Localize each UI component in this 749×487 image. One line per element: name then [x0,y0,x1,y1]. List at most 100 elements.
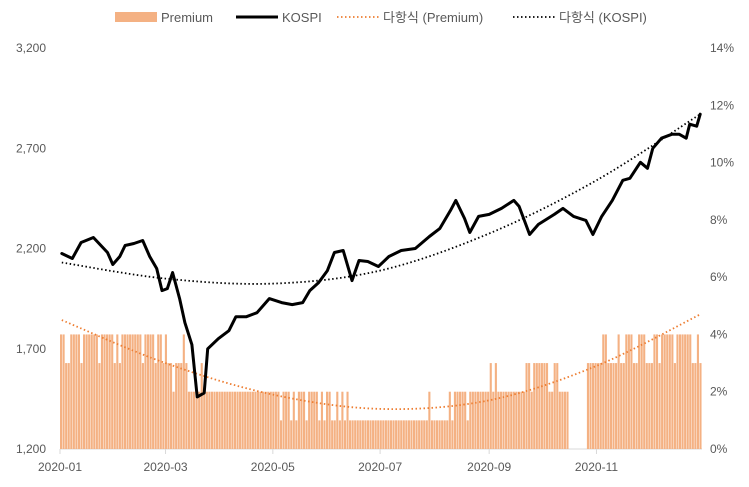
premium-bar [487,391,490,449]
premium-bar [412,420,416,449]
right-axis-tick: 2% [710,385,728,399]
premium-bar [699,363,702,449]
premium-bar [397,420,400,449]
premium-bar [308,391,311,449]
x-axis-tick: 2020-05 [251,460,295,474]
premium-bar [525,363,528,449]
premium-bar [272,391,275,449]
legend-swatch-premium [115,12,157,22]
premium-bar [553,363,556,449]
premium-bar [88,334,91,449]
premium-bar [561,391,564,449]
premium-bar [653,334,656,449]
premium-bar [382,420,385,449]
legend: Premium KOSPI 다항식 (Premium) 다항식 (KOSPI) [115,10,647,25]
premium-bar [556,363,559,449]
legend-label-kospi: KOSPI [282,10,322,25]
premium-bar [300,391,303,449]
premium-bar [505,391,508,449]
premium-bar [451,420,454,449]
premium-bar [320,391,323,449]
premium-bar [489,363,492,449]
premium-bar [216,391,219,449]
premium-bar [182,334,185,449]
x-axis-tick: 2020-11 [575,460,618,474]
premium-bar [336,391,339,449]
premium-bar [484,391,487,449]
premium-bar [180,363,183,449]
premium-bar [103,334,106,449]
premium-bar [684,334,687,449]
premium-bar [65,363,68,449]
premium-bar [448,391,451,449]
premium-bar [77,334,80,449]
premium-bar [305,420,308,449]
premium-bar [249,391,252,449]
premium-bar [400,420,403,449]
x-axis-tick: 2020-09 [467,460,511,474]
premium-bar [492,391,495,449]
premium-bar [341,391,344,449]
premium-bar [599,363,602,449]
premium-bar [223,391,226,449]
premium-bar [118,363,121,449]
premium-bar [159,334,162,449]
premium-bar [123,334,127,449]
premium-bar [208,391,211,449]
left-axis-tick: 2,200 [16,242,46,256]
premium-bar [185,363,188,449]
premium-bar [226,391,229,449]
premium-bar [193,391,196,449]
premium-bar [694,363,697,449]
premium-bar [551,391,554,449]
premium-bar [435,420,439,449]
legend-label-poly_premium: 다항식 (Premium) [383,10,483,25]
premium-bar [640,334,643,449]
premium-bar [269,391,272,449]
premium-bar [338,420,341,449]
premium-bar [349,420,352,449]
premium-bar [121,334,124,449]
x-axis-tick: 2020-03 [144,460,188,474]
premium-bar [540,363,543,449]
premium-bar [198,391,201,449]
premium-bar [517,391,520,449]
premium-bar [85,334,88,449]
premium-bar [290,420,293,449]
premium-bar [164,334,167,449]
premium-bar [233,391,237,449]
premium-bar [139,334,142,449]
kospi-layer [60,112,702,399]
premium-bar [607,363,610,449]
premium-bar [83,334,86,449]
premium-bar [691,363,694,449]
premium-bar [267,391,270,449]
premium-bar [384,420,387,449]
premium-bar [111,334,114,449]
premium-bar [630,334,633,449]
premium-bar [622,363,625,449]
premium-bar [239,391,242,449]
premium-bar [90,334,93,449]
premium-bar [187,391,190,449]
premium-bar [471,391,474,449]
premium-bar [446,420,449,449]
premium-bar [666,334,669,449]
left-axis: 1,200 1,700 2,200 2,700 3,200 [16,41,46,456]
premium-bar [643,334,646,449]
premium-bar [671,334,674,449]
premium-bar [494,363,497,449]
premium-bar [241,391,244,449]
premium-bar [461,391,464,449]
premium-bar [476,391,480,449]
premium-bar [543,363,546,449]
premium-bar [609,363,613,449]
premium-bar [615,363,618,449]
premium-bar [169,363,173,449]
premium-bar [597,363,600,449]
right-axis-tick: 0% [710,442,728,456]
premium-bar [441,420,444,449]
premium-bar [510,391,513,449]
premium-bar [67,363,70,449]
